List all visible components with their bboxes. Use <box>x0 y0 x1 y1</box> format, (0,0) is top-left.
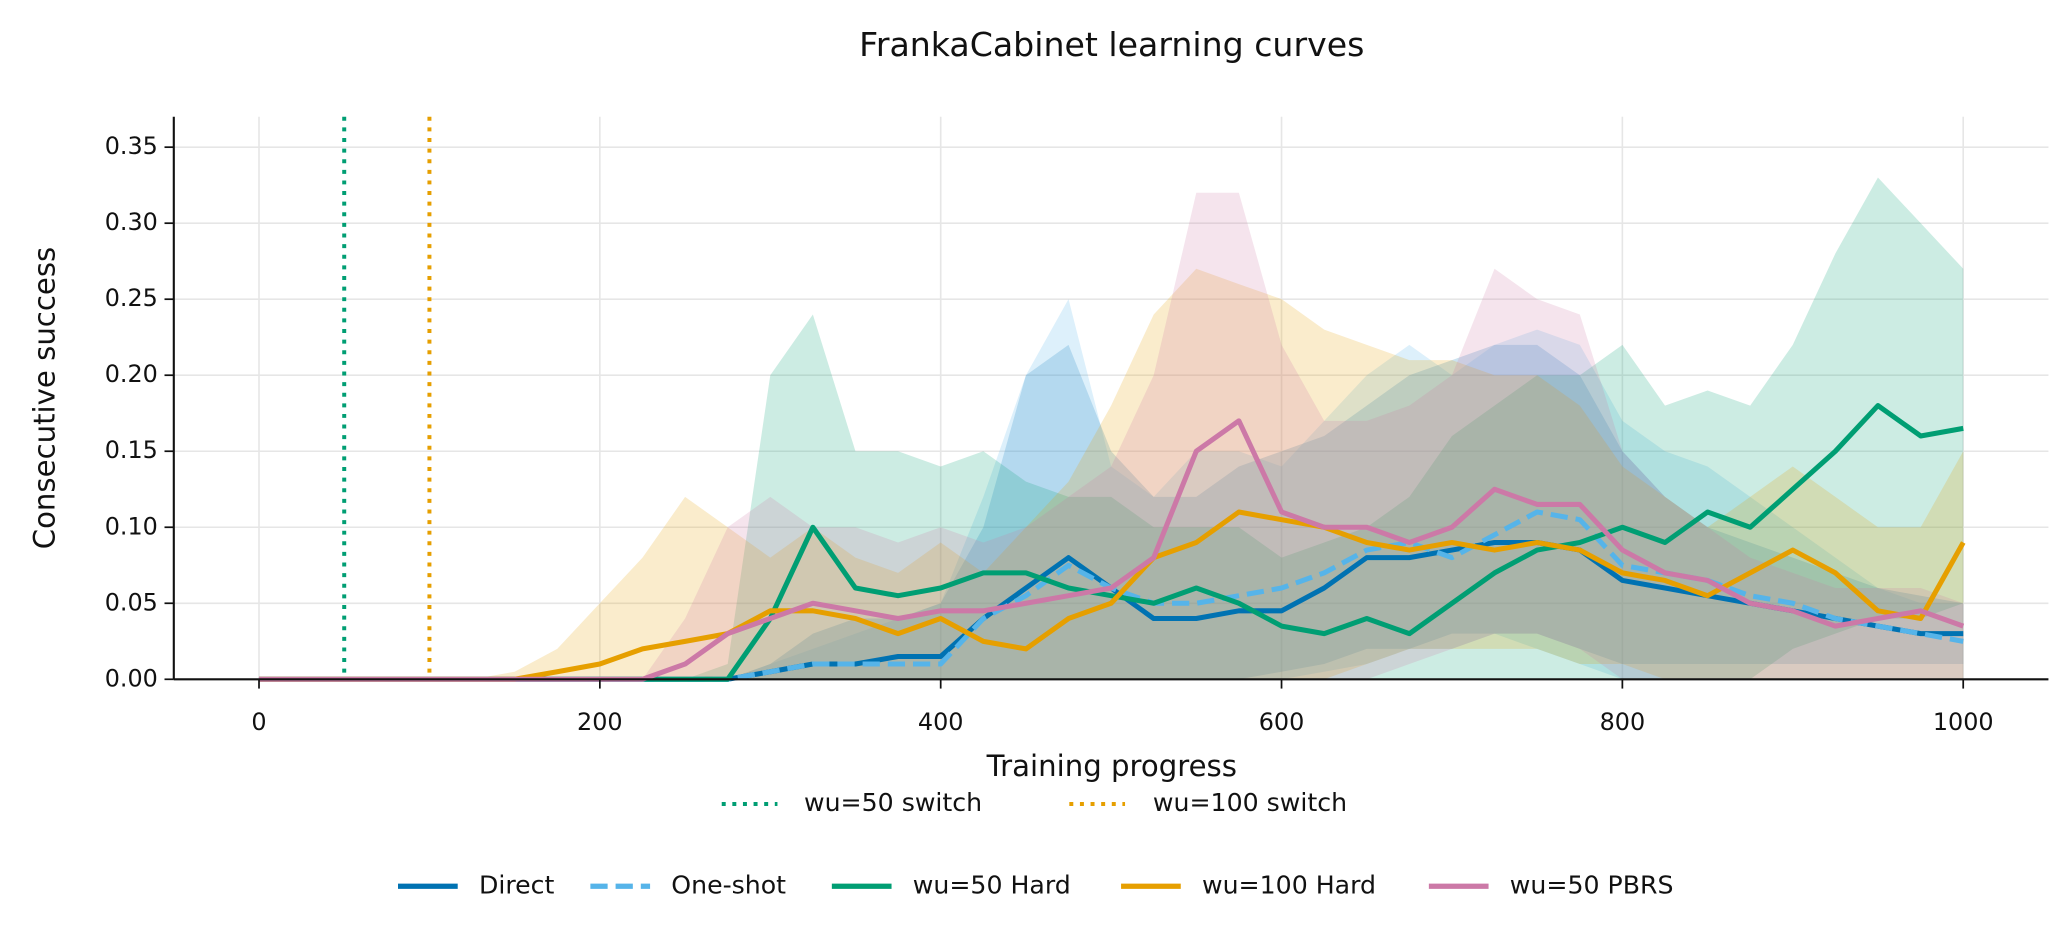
y-tick-label: 0.10 <box>105 512 158 540</box>
legend: wu=50 switch wu=100 switch Direct One-shot w… <box>398 788 1673 899</box>
confidence-band <box>258 177 1964 680</box>
x-tick-label: 1000 <box>1933 708 1994 736</box>
y-tick-label: 0.00 <box>105 664 158 692</box>
y-tick-label: 0.15 <box>105 436 158 464</box>
bands <box>258 177 1964 680</box>
x-axis-label: Training progress <box>986 749 1237 783</box>
legend-label: wu=50 Hard <box>913 870 1071 899</box>
confidence-band <box>258 268 1964 680</box>
chart-title: FrankaCabinet learning curves <box>859 25 1364 64</box>
x-tick-label: 200 <box>577 708 623 736</box>
legend-label: wu=100 Hard <box>1202 870 1376 899</box>
y-tick-label: 0.30 <box>105 208 158 236</box>
confidence-band <box>258 192 1964 680</box>
legend-label: wu=50 switch <box>804 788 982 817</box>
axes: 0 200 400 600 800 1000 0.00 0.05 0.10 0.15 0.20 0.2… <box>105 116 2049 736</box>
y-axis-label: Consecutive success <box>27 247 61 550</box>
legend-label: One-shot <box>671 870 786 899</box>
y-tick-label: 0.05 <box>105 588 158 616</box>
x-tick-label: 800 <box>1600 708 1646 736</box>
legend-label: wu=100 switch <box>1153 788 1347 817</box>
legend-label: wu=50 PBRS <box>1510 870 1674 899</box>
confidence-band <box>258 299 1964 680</box>
y-tick-label: 0.25 <box>105 284 158 312</box>
y-tick-label: 0.20 <box>105 360 158 388</box>
legend-label: Direct <box>479 870 555 899</box>
grid <box>173 116 2049 681</box>
series-line <box>258 509 1966 682</box>
x-tick-label: 0 <box>251 708 266 736</box>
x-tick-label: 400 <box>918 708 964 736</box>
y-tick-label: 0.35 <box>105 132 158 160</box>
x-tick-label: 600 <box>1259 708 1305 736</box>
confidence-band <box>258 344 1964 680</box>
